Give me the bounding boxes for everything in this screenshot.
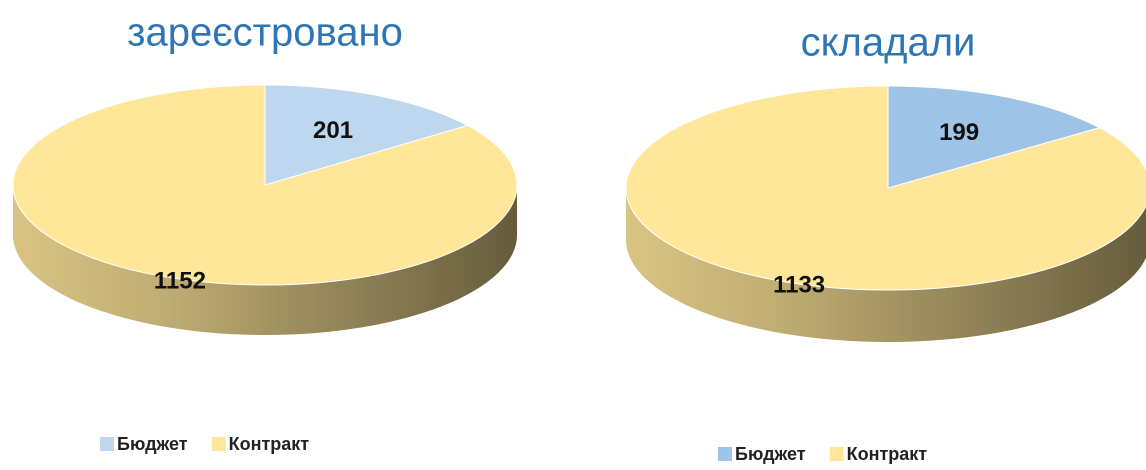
pie-slice — [264, 84, 469, 186]
data-label: 201 — [313, 117, 353, 144]
chart-title: зареєстровано — [127, 11, 403, 55]
legend-swatch — [829, 447, 844, 461]
legend-label: Контракт — [229, 434, 310, 454]
pie-slice — [625, 85, 1146, 291]
legend-label: Бюджет — [117, 434, 188, 454]
legend-label: Бюджет — [735, 444, 806, 464]
pie-side-shade — [13, 185, 517, 335]
data-label: 1133 — [773, 272, 825, 299]
legend-swatch — [718, 447, 732, 461]
pie-slice — [887, 85, 1101, 189]
legend-label: Контракт — [847, 444, 928, 464]
chart-title: складали — [801, 21, 976, 65]
legend-swatch — [211, 437, 226, 451]
legend-swatch — [100, 437, 114, 451]
data-label: 199 — [939, 119, 979, 146]
data-label: 1152 — [154, 267, 206, 294]
pie-side-shade — [626, 188, 1146, 342]
pie-slice — [12, 84, 518, 286]
